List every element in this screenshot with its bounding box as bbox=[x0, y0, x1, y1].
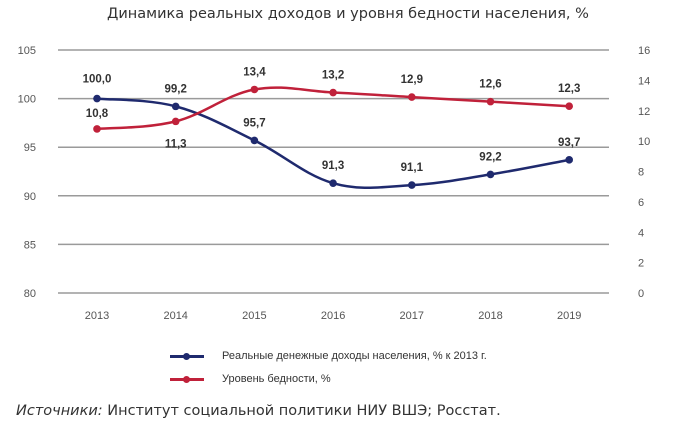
chart-title: Динамика реальных доходов и уровня бедно… bbox=[107, 6, 589, 22]
data-label: 95,7 bbox=[243, 117, 265, 129]
source-prefix: Источники: bbox=[16, 403, 103, 419]
legend-label-income: Реальные денежные доходы населения, % к … bbox=[222, 350, 487, 362]
left-tick-label: 90 bbox=[24, 191, 36, 203]
left-tick-label: 95 bbox=[24, 142, 36, 154]
right-tick-label: 6 bbox=[638, 197, 644, 209]
data-point bbox=[408, 181, 416, 189]
right-tick-label: 4 bbox=[638, 227, 644, 239]
data-label: 91,3 bbox=[322, 160, 344, 172]
data-point bbox=[565, 156, 573, 164]
data-point bbox=[329, 179, 337, 187]
source-text: Институт социальной политики НИУ ВШЭ; Ро… bbox=[102, 403, 501, 419]
left-axis-ticks: 80 85 90 95 100 105 bbox=[18, 45, 36, 300]
left-tick-label: 100 bbox=[18, 94, 36, 106]
left-tick-label: 105 bbox=[18, 45, 36, 57]
data-point bbox=[486, 170, 495, 179]
series-points bbox=[93, 85, 573, 189]
data-point bbox=[250, 85, 259, 94]
right-tick-label: 0 bbox=[638, 288, 644, 300]
data-labels: 100,0 99,2 95,7 91,3 91,1 92,2 93,7 10,8 11,3 13,… bbox=[83, 66, 581, 174]
right-axis-ticks: 0 2 4 6 8 10 12 14 16 bbox=[638, 45, 650, 300]
legend-item-poverty: Уровень бедности, % bbox=[170, 373, 331, 385]
data-label: 92,2 bbox=[479, 151, 501, 163]
data-label: 91,1 bbox=[401, 162, 424, 174]
left-tick-label: 80 bbox=[24, 288, 36, 300]
data-label: 100,0 bbox=[83, 74, 112, 86]
data-label: 10,8 bbox=[86, 108, 109, 120]
right-tick-label: 12 bbox=[638, 106, 650, 118]
data-label: 99,2 bbox=[165, 83, 187, 95]
data-point bbox=[565, 102, 573, 110]
right-tick-label: 2 bbox=[638, 258, 644, 270]
x-tick-label: 2016 bbox=[321, 310, 345, 322]
x-tick-label: 2019 bbox=[557, 310, 581, 322]
data-point bbox=[171, 117, 180, 126]
data-point bbox=[329, 88, 337, 97]
data-label: 93,7 bbox=[558, 137, 580, 149]
data-label: 13,4 bbox=[243, 66, 266, 78]
right-tick-label: 14 bbox=[638, 75, 650, 87]
left-tick-label: 85 bbox=[24, 239, 36, 251]
right-tick-label: 16 bbox=[638, 45, 650, 57]
data-point bbox=[250, 136, 259, 145]
legend-swatch-poverty bbox=[170, 374, 204, 384]
legend-swatch-income bbox=[170, 351, 204, 361]
x-tick-label: 2018 bbox=[478, 310, 502, 322]
right-tick-label: 8 bbox=[638, 167, 644, 179]
data-label: 12,9 bbox=[401, 74, 423, 86]
data-point bbox=[171, 102, 180, 111]
legend-item-income: Реальные денежные доходы населения, % к … bbox=[170, 350, 487, 362]
gridlines bbox=[58, 49, 609, 294]
data-point bbox=[93, 94, 101, 103]
data-label: 12,6 bbox=[479, 79, 501, 91]
x-tick-label: 2013 bbox=[85, 310, 109, 322]
x-tick-label: 2014 bbox=[163, 310, 187, 322]
data-point bbox=[486, 97, 495, 106]
x-tick-label: 2017 bbox=[400, 310, 424, 322]
data-label: 11,3 bbox=[165, 138, 187, 150]
x-axis-ticks: 2013 2014 2015 2016 2017 2018 2019 bbox=[85, 310, 582, 322]
data-label: 12,3 bbox=[558, 83, 580, 95]
right-tick-label: 10 bbox=[638, 136, 650, 148]
data-point bbox=[93, 125, 101, 133]
source-note: Источники: Институт социальной политики … bbox=[16, 403, 501, 419]
legend-label-poverty: Уровень бедности, % bbox=[222, 373, 331, 385]
x-tick-label: 2015 bbox=[242, 310, 266, 322]
data-label: 13,2 bbox=[322, 70, 344, 82]
data-point bbox=[408, 93, 416, 101]
